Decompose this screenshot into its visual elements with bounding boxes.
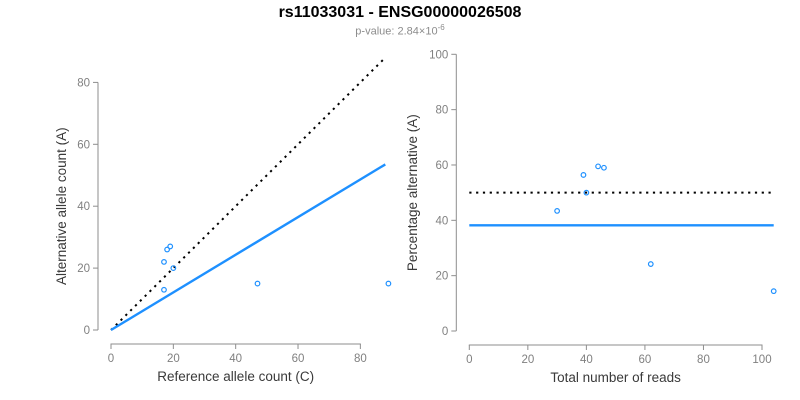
data-point (595, 163, 601, 170)
y-tick-label: 100 (429, 49, 448, 61)
data-point (583, 189, 590, 196)
y-tick-label: 40 (77, 201, 90, 213)
allele-count-scatter-chart: 0 20 40 60 80 0 20 40 60 80 Reference allele count… (54, 56, 392, 384)
x-tick-label: 40 (580, 354, 593, 366)
x-axis-title: Reference allele count (C) (157, 369, 314, 384)
data-point (385, 280, 392, 287)
identity-line (110, 56, 387, 331)
data-point (580, 172, 587, 178)
pvalue-exponent: -6 (437, 23, 445, 32)
y-tick-label: 80 (77, 77, 90, 89)
x-axis-title: Total number of reads (550, 370, 681, 385)
y-tick-label: 40 (436, 215, 449, 227)
chart-header: rs11033031 - ENSG00000026508 p-value: 2.… (0, 0, 800, 38)
x-tick-label: 80 (354, 353, 367, 365)
x-tick-label: 60 (639, 354, 652, 366)
data-point (161, 286, 167, 293)
x-tick-label: 80 (697, 354, 710, 366)
x-tick-label: 100 (752, 354, 771, 366)
x-tick-label: 20 (521, 354, 534, 366)
y-tick-label: 20 (77, 263, 90, 275)
x-tick-label: 60 (292, 353, 305, 365)
data-point (554, 208, 561, 214)
data-point (254, 280, 261, 287)
percentage-reads-scatter-chart: 0 20 40 60 80 100 0 20 40 60 80 100 Total number of … (405, 49, 777, 385)
y-tick-label: 20 (436, 271, 449, 283)
pvalue-subtitle: p-value: 2.84×10-6 (0, 23, 800, 38)
x-tick-label: 0 (466, 354, 472, 366)
x-tick-label: 40 (229, 353, 242, 365)
data-point (161, 259, 167, 265)
data-point (770, 288, 777, 295)
y-axis-title: Percentage alternative (A) (405, 114, 420, 271)
page-title: rs11033031 - ENSG00000026508 (278, 4, 522, 21)
data-point (601, 164, 607, 171)
data-point (170, 265, 177, 272)
pvalue-text: p-value: 2.84×10 (355, 25, 438, 38)
data-point (647, 261, 654, 267)
y-tick-label: 60 (77, 139, 90, 151)
y-axis-title: Alternative allele count (A) (54, 127, 69, 285)
y-tick-label: 0 (84, 325, 90, 337)
y-tick-label: 60 (436, 160, 449, 172)
x-tick-label: 20 (167, 353, 180, 365)
data-point (164, 246, 171, 253)
data-point (167, 243, 174, 250)
y-tick-label: 0 (442, 326, 448, 338)
y-tick-label: 80 (436, 105, 449, 117)
fit-line (110, 163, 386, 332)
x-tick-label: 0 (108, 353, 114, 365)
